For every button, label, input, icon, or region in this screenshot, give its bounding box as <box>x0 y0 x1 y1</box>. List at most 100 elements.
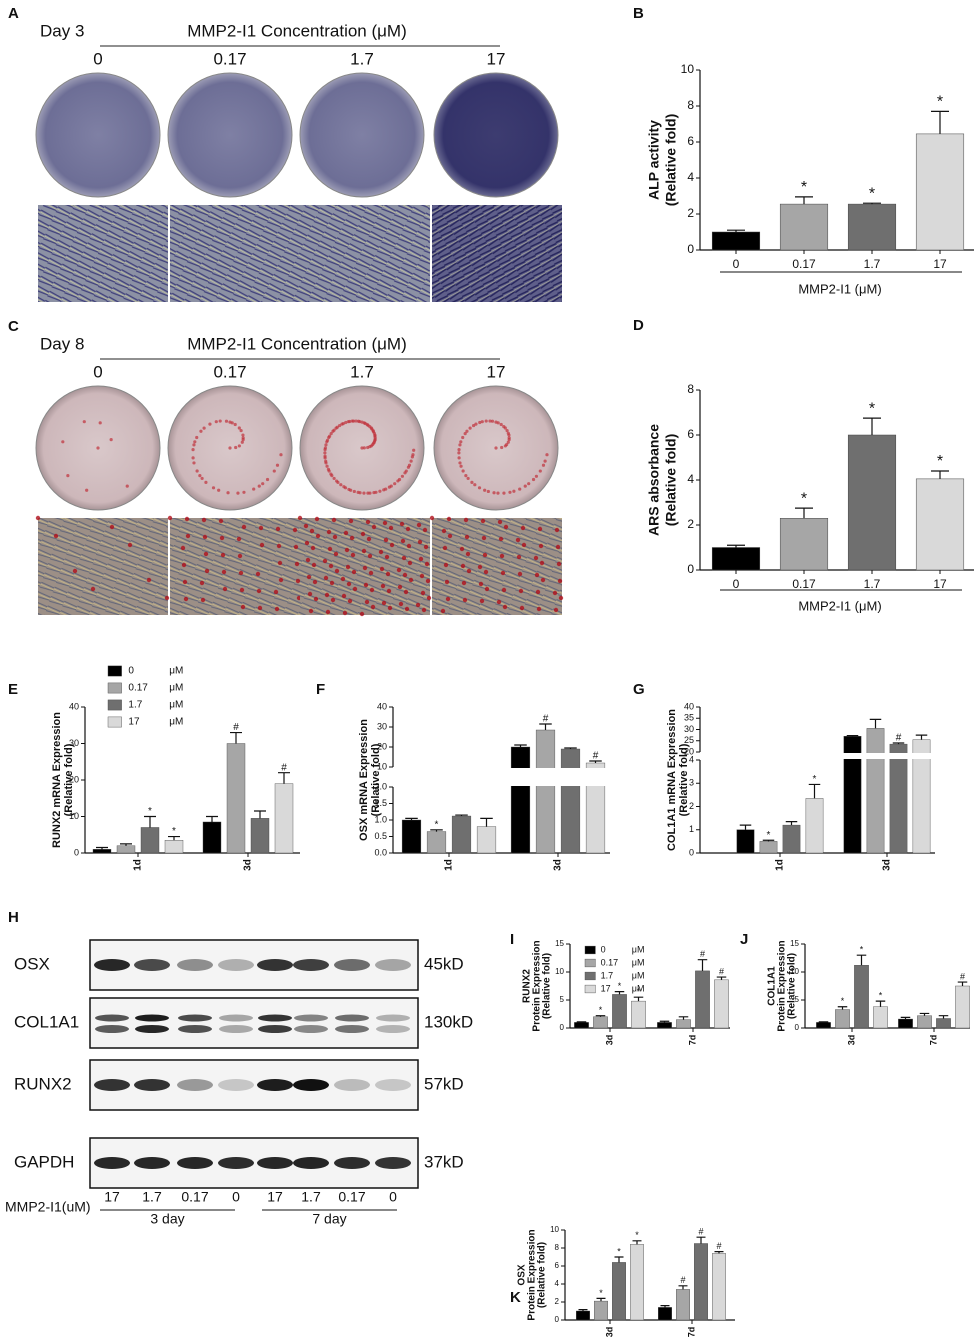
bar <box>915 133 965 251</box>
significance-marker: # <box>680 1275 685 1285</box>
group-label: 3 day <box>150 1211 184 1227</box>
stain-spot <box>541 463 546 467</box>
legend-swatch <box>107 665 122 677</box>
stain-spot <box>396 479 400 483</box>
error-bar <box>632 1240 642 1245</box>
stain-spot <box>499 422 503 427</box>
stain-spot <box>457 456 461 460</box>
stain-spot <box>470 480 474 484</box>
stain-spot <box>492 491 496 495</box>
day-label: Day 8 <box>40 334 84 353</box>
stain-spot <box>276 543 282 549</box>
y-tick-label: 20 <box>377 741 387 751</box>
stain-spot <box>202 426 206 430</box>
stain-spot <box>422 527 428 533</box>
stain-spot <box>195 469 199 473</box>
stain-spot <box>531 477 536 482</box>
stain-spot <box>423 544 429 550</box>
error-bar <box>678 1016 689 1020</box>
stain-spot <box>224 419 229 423</box>
significance-marker: * <box>599 1288 603 1298</box>
stain-spot <box>332 476 336 481</box>
stain-spot <box>191 456 195 460</box>
stain-spot <box>460 563 466 569</box>
significance-marker: * <box>860 945 864 955</box>
stain-spot <box>365 519 371 525</box>
bar <box>576 1310 590 1321</box>
stain-spot <box>326 529 332 535</box>
stain-spot <box>502 424 506 429</box>
error-bar <box>206 815 218 822</box>
panel-label: I <box>510 931 514 948</box>
bar <box>676 1019 691 1029</box>
blot-band <box>375 1157 411 1169</box>
stain-spot <box>183 596 189 602</box>
stain-spot <box>379 566 385 572</box>
stain-spot <box>198 474 202 478</box>
bar <box>593 1016 608 1029</box>
stain-spot <box>261 482 265 486</box>
x-tick-label: 1d <box>444 859 455 871</box>
stain-spot <box>500 570 506 576</box>
stain-spot <box>233 422 237 427</box>
micrograph <box>170 205 300 302</box>
significance-marker: * <box>435 820 439 831</box>
stain-spot <box>401 555 407 561</box>
concentration-label: 17 <box>487 49 506 68</box>
stain-spot <box>201 517 207 523</box>
stain-spot <box>466 568 472 574</box>
error-bar <box>576 1021 587 1023</box>
stain-spot <box>474 422 478 426</box>
stain-spot <box>346 581 352 587</box>
stain-spot <box>278 577 284 583</box>
stain-spot <box>217 488 221 492</box>
stain-spot <box>127 542 133 548</box>
legend-label: 0 <box>128 666 134 677</box>
error-bar <box>514 744 527 747</box>
stain-spot <box>503 524 509 530</box>
stain-spot <box>348 419 352 424</box>
significance-marker: # <box>593 751 599 762</box>
stain-spot <box>348 518 354 524</box>
significance-marker: * <box>767 830 771 841</box>
error-bar <box>931 470 949 479</box>
significance-marker: * <box>599 1005 603 1015</box>
stain-spot <box>516 554 522 560</box>
legend-label: 0 <box>601 944 606 954</box>
stain-spot <box>352 586 358 592</box>
stain-spot <box>347 487 351 492</box>
bar <box>510 746 531 854</box>
bar <box>630 1244 644 1321</box>
stain-spot <box>481 535 487 541</box>
stain-spot <box>202 534 208 540</box>
stain-spot <box>464 534 470 540</box>
stain-spot <box>382 520 388 526</box>
y-tick-label: 0 <box>689 847 694 857</box>
concentration-label: 1.7 <box>350 362 374 381</box>
stain-spot <box>370 427 374 431</box>
bar <box>835 1009 850 1029</box>
protein-size: 57kD <box>424 1074 464 1093</box>
y-tick-label: 15 <box>555 939 564 948</box>
y-axis-label: Protein Expression <box>532 940 543 1031</box>
stain-spot <box>257 605 263 611</box>
stain-spot <box>484 586 490 592</box>
stain-spot <box>337 423 342 428</box>
stain-spot <box>441 528 447 534</box>
stain-spot <box>305 557 311 563</box>
y-tick-label: 20 <box>684 746 694 756</box>
blot-band <box>135 1025 169 1033</box>
y-axis-label: RUNX2 <box>522 969 533 1003</box>
stain-spot <box>483 488 487 492</box>
bar <box>779 518 829 571</box>
y-axis-label: (Relative fold) <box>542 953 553 1019</box>
stain-spot <box>82 420 86 424</box>
stain-spot <box>459 440 463 444</box>
error-bar <box>785 821 798 826</box>
stain-spot <box>295 578 301 584</box>
stain-spot <box>465 429 469 433</box>
stain-spot <box>484 419 488 423</box>
error-bar <box>144 815 156 828</box>
stain-spot <box>363 421 367 426</box>
stain-spot <box>125 484 129 488</box>
